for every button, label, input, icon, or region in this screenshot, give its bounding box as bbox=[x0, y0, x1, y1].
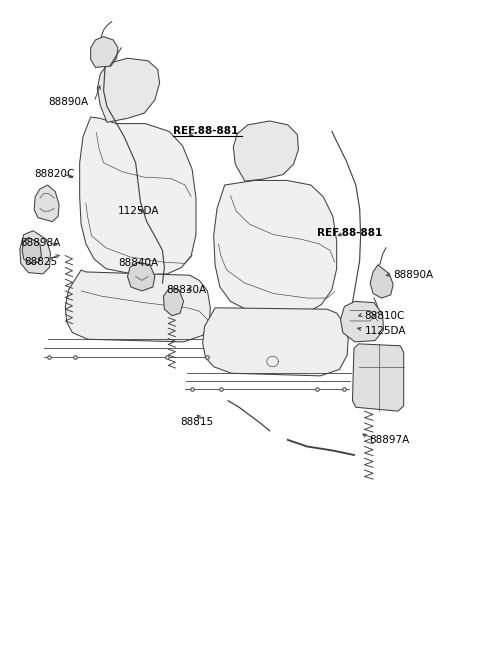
Text: 1125DA: 1125DA bbox=[118, 206, 159, 216]
Polygon shape bbox=[233, 121, 299, 181]
Text: 88830A: 88830A bbox=[166, 284, 206, 295]
Text: 88820C: 88820C bbox=[34, 169, 74, 179]
Polygon shape bbox=[65, 270, 210, 342]
Polygon shape bbox=[20, 231, 50, 274]
Text: 88890A: 88890A bbox=[48, 97, 89, 107]
Polygon shape bbox=[340, 301, 384, 342]
Polygon shape bbox=[22, 237, 41, 263]
Polygon shape bbox=[163, 288, 183, 316]
Polygon shape bbox=[370, 265, 393, 298]
Polygon shape bbox=[128, 262, 155, 291]
Polygon shape bbox=[203, 308, 348, 376]
Text: 88897A: 88897A bbox=[369, 435, 409, 445]
Polygon shape bbox=[91, 37, 118, 67]
Polygon shape bbox=[34, 185, 59, 221]
Polygon shape bbox=[214, 180, 336, 314]
Text: 88815: 88815 bbox=[180, 417, 213, 427]
Text: REF.88-881: REF.88-881 bbox=[317, 228, 382, 238]
Polygon shape bbox=[352, 344, 404, 411]
Polygon shape bbox=[80, 117, 196, 275]
Text: 88840A: 88840A bbox=[118, 259, 158, 269]
Text: REF.88-881: REF.88-881 bbox=[173, 126, 238, 136]
Text: 88810C: 88810C bbox=[364, 310, 405, 321]
Text: 88825: 88825 bbox=[24, 257, 58, 267]
Text: 88898A: 88898A bbox=[20, 238, 60, 248]
Text: 88890A: 88890A bbox=[393, 271, 433, 280]
Polygon shape bbox=[97, 58, 159, 122]
Text: 1125DA: 1125DA bbox=[364, 326, 406, 336]
